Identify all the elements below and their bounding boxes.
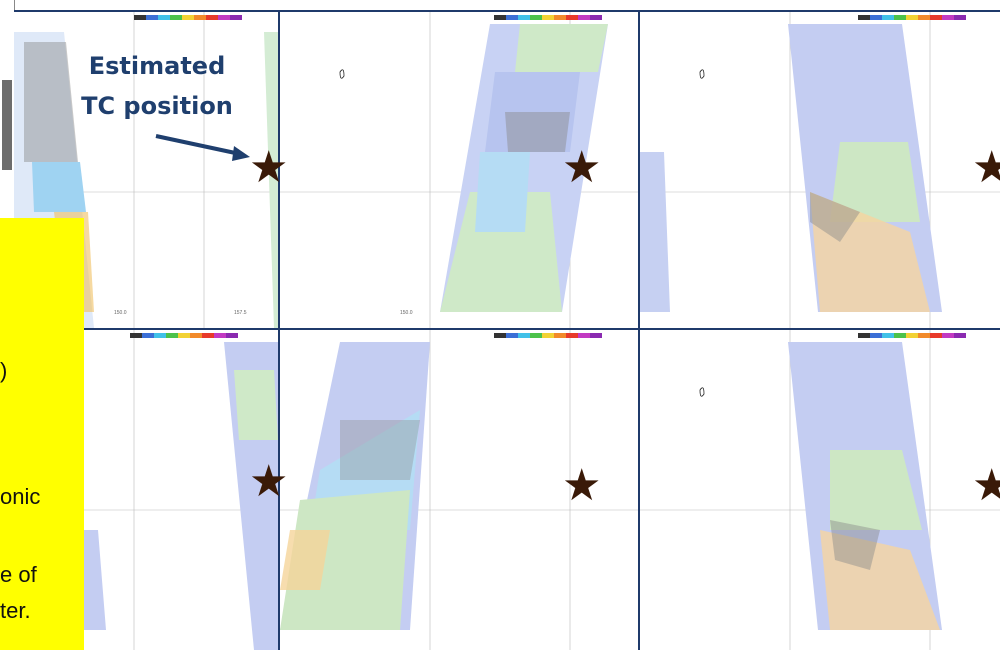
color-scale-bar (858, 333, 966, 338)
callout-line-1: ) (0, 358, 7, 384)
side-strip (0, 0, 15, 218)
arrow-icon (150, 128, 260, 168)
tc-star-marker: ★ (972, 146, 1000, 190)
annotation-line-1: Estimated (72, 46, 242, 86)
side-strip-bar (2, 80, 12, 170)
svg-text:150.0: 150.0 (114, 310, 127, 316)
color-scale-bar (130, 333, 238, 338)
color-scale-bar (858, 15, 966, 20)
svg-text:150.0: 150.0 (400, 310, 413, 316)
color-scale-bar (494, 15, 602, 20)
panel-bottom-right (640, 330, 1000, 650)
wind-map-top-right (640, 12, 1000, 328)
tc-star-marker: ★ (562, 464, 601, 508)
color-scale-bar (494, 333, 602, 338)
svg-text:157.5: 157.5 (234, 310, 247, 316)
color-scale-bar (134, 15, 242, 20)
annotation-line-2: TC position (72, 86, 242, 126)
frame-middle (84, 328, 1000, 330)
panel-top-right (640, 12, 1000, 328)
frame-divider-1 (278, 10, 280, 650)
tc-star-marker: ★ (562, 146, 601, 190)
callout-line-2: onic (0, 484, 40, 510)
wind-map-bottom-right (640, 330, 1000, 650)
callout-line-3: e of (0, 562, 37, 588)
frame-top (14, 10, 1000, 12)
callout-line-4: ter. (0, 598, 31, 624)
tc-star-marker: ★ (972, 464, 1000, 508)
yellow-callout: ) onic e of ter. (0, 218, 84, 650)
frame-divider-2 (638, 10, 640, 650)
tc-star-marker: ★ (249, 460, 288, 504)
tc-position-annotation: Estimated TC position (72, 46, 242, 126)
